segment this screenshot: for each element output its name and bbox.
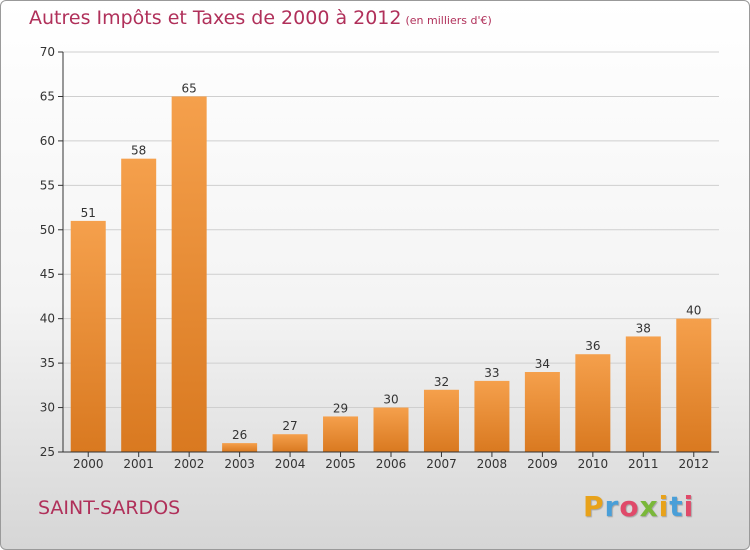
logo-letter: P bbox=[583, 490, 605, 523]
bar bbox=[575, 354, 611, 452]
x-tick-label: 2004 bbox=[275, 457, 306, 471]
x-tick-label: 2000 bbox=[73, 457, 104, 471]
data-label: 51 bbox=[81, 206, 96, 220]
bar bbox=[70, 220, 106, 452]
data-label: 32 bbox=[434, 375, 449, 389]
data-label: 27 bbox=[282, 419, 297, 433]
axes bbox=[58, 51, 719, 457]
labels: 25 30 35 40 45 50 55 60 65 70 51 2000 58 2001 65 2002 26… bbox=[40, 45, 709, 471]
logo-letter: i bbox=[658, 490, 670, 523]
bars bbox=[70, 96, 712, 452]
grid-lines bbox=[63, 51, 719, 409]
chart-subtitle: (en milliers d'€) bbox=[405, 14, 492, 27]
y-tick-label: 70 bbox=[40, 45, 55, 59]
data-label: 29 bbox=[333, 401, 348, 415]
y-tick-label: 35 bbox=[40, 356, 55, 370]
logo-letter: i bbox=[683, 490, 695, 523]
x-tick-label: 2007 bbox=[426, 457, 457, 471]
data-label: 40 bbox=[686, 304, 701, 318]
bar bbox=[625, 336, 661, 452]
y-tick-label: 50 bbox=[40, 223, 55, 237]
bar bbox=[373, 407, 409, 452]
data-label: 34 bbox=[535, 357, 550, 371]
commune-name: SAINT-SARDOS bbox=[38, 497, 181, 519]
x-tick-label: 2009 bbox=[527, 457, 558, 471]
data-label: 26 bbox=[232, 428, 247, 442]
bar bbox=[474, 380, 510, 452]
x-tick-label: 2006 bbox=[376, 457, 407, 471]
x-tick-label: 2008 bbox=[477, 457, 508, 471]
y-tick-label: 45 bbox=[40, 267, 55, 281]
data-label: 30 bbox=[383, 393, 398, 407]
logo-letter: r bbox=[604, 490, 620, 523]
data-label: 33 bbox=[484, 366, 499, 380]
bar bbox=[676, 318, 712, 452]
data-label: 38 bbox=[636, 321, 651, 335]
logo-letter: o bbox=[619, 490, 640, 523]
proxiti-logo: Proxiti bbox=[583, 490, 694, 523]
y-tick-label: 40 bbox=[40, 312, 55, 326]
chart-title: Autres Impôts et Taxes de 2000 à 2012 (en… bbox=[29, 7, 492, 29]
bar bbox=[323, 416, 359, 452]
bar bbox=[222, 443, 258, 452]
x-tick-label: 2003 bbox=[224, 457, 255, 471]
bar bbox=[423, 389, 459, 452]
data-label: 65 bbox=[182, 81, 197, 95]
x-tick-label: 2011 bbox=[628, 457, 659, 471]
data-label: 58 bbox=[131, 144, 146, 158]
y-tick-label: 30 bbox=[40, 401, 55, 415]
logo-letter: x bbox=[639, 490, 659, 523]
bar bbox=[171, 96, 207, 452]
logo-letter: t bbox=[669, 490, 684, 523]
x-tick-label: 2001 bbox=[123, 457, 154, 471]
y-tick-label: 55 bbox=[40, 178, 55, 192]
bar bbox=[121, 158, 157, 452]
x-tick-label: 2010 bbox=[578, 457, 609, 471]
bar bbox=[524, 372, 560, 452]
bar bbox=[272, 434, 308, 452]
x-tick-label: 2002 bbox=[174, 457, 205, 471]
y-tick-label: 60 bbox=[40, 134, 55, 148]
x-tick-label: 2012 bbox=[678, 457, 709, 471]
data-label: 36 bbox=[585, 339, 600, 353]
y-tick-label: 65 bbox=[40, 89, 55, 103]
title-text: Autres Impôts et Taxes de 2000 à 2012 bbox=[29, 7, 402, 29]
x-tick-label: 2005 bbox=[325, 457, 356, 471]
y-tick-label: 25 bbox=[40, 445, 55, 459]
